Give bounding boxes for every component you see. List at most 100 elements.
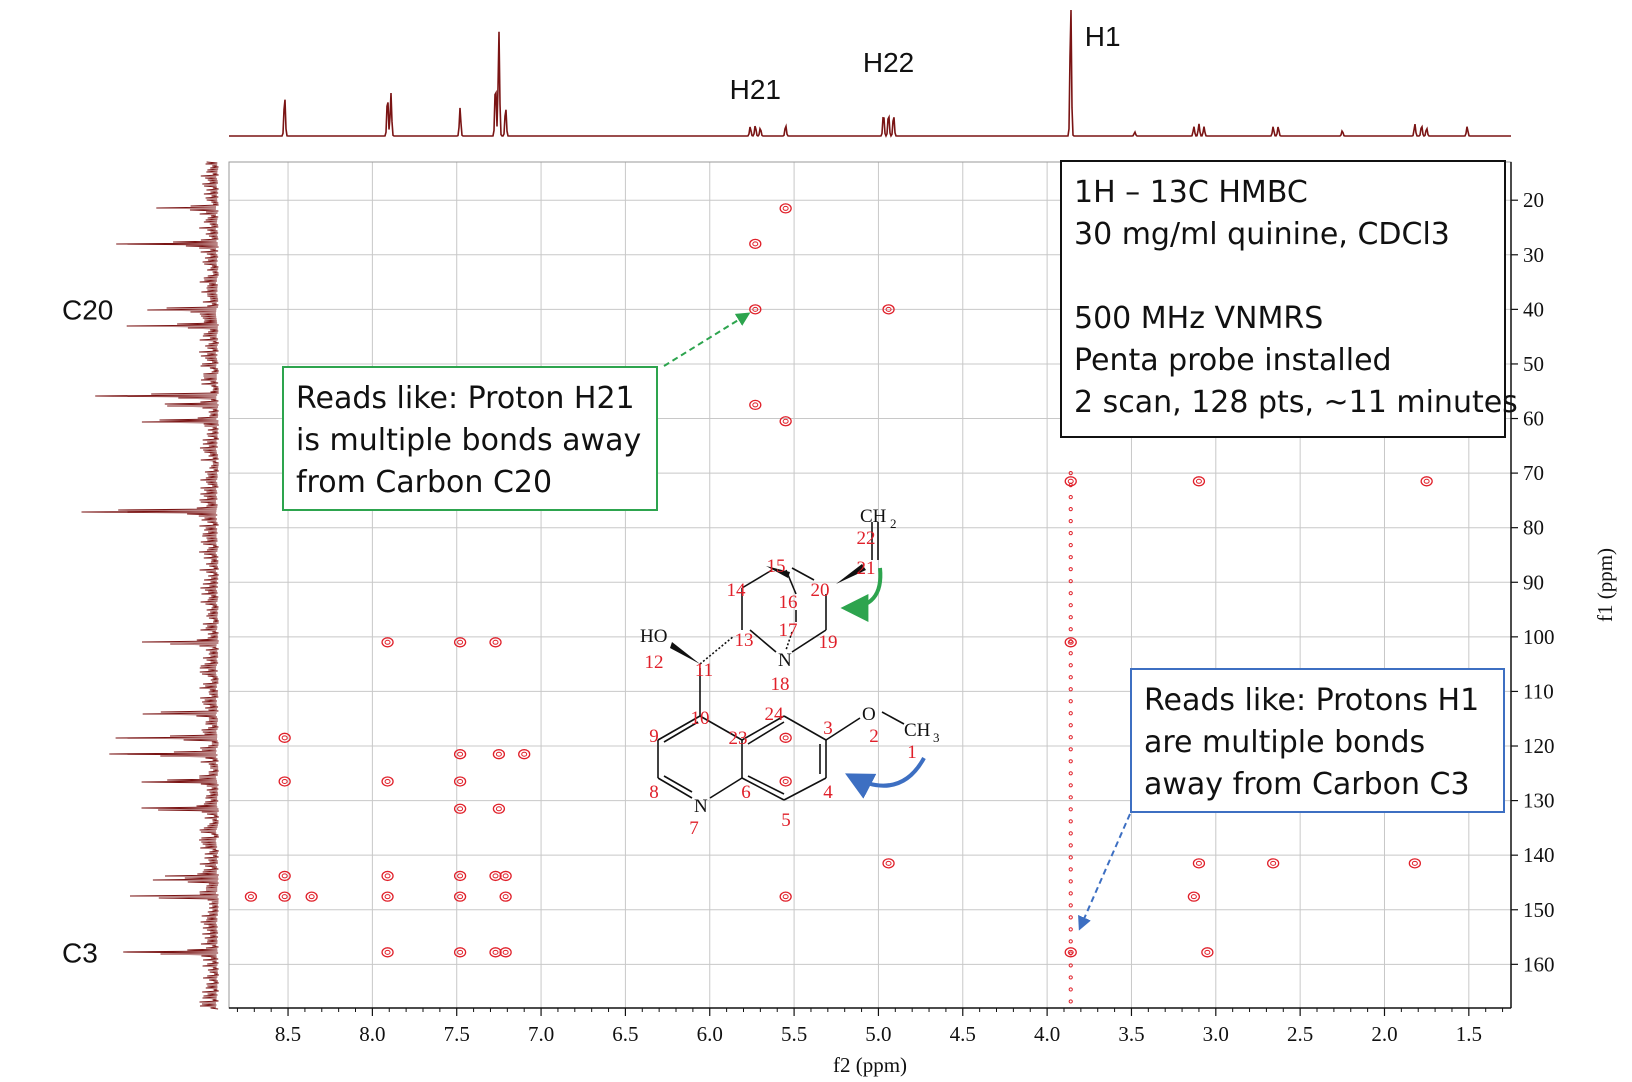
cross-peak — [749, 399, 762, 411]
noise-dot — [1068, 927, 1073, 932]
noise-dot — [1068, 567, 1073, 572]
top-projection-spectrum — [229, 9, 1511, 138]
noise-dot — [1068, 699, 1073, 704]
peak-label-c3: C3 — [62, 937, 98, 968]
noise-dot — [1068, 495, 1073, 500]
cross-peak-core — [502, 894, 509, 900]
y-tick-label: 60 — [1523, 407, 1544, 431]
cross-peak-core — [384, 639, 391, 645]
x-tick-label: 3.5 — [1118, 1022, 1144, 1046]
noise-dot — [1068, 687, 1073, 692]
noise-dot — [1068, 555, 1073, 560]
oxygen-label: O — [862, 704, 876, 725]
cross-peak — [779, 891, 792, 902]
bond — [749, 629, 777, 653]
bond — [663, 721, 699, 743]
cross-peak-core — [384, 949, 391, 955]
atom-number-3: 3 — [823, 718, 833, 739]
cross-peak-core — [457, 806, 464, 812]
cross-peak — [381, 891, 394, 902]
hashed-bond — [785, 631, 793, 651]
annotation-line: away from Carbon C3 — [1144, 767, 1470, 802]
ch3-label: CH — [904, 720, 931, 741]
peak-label-h1: H1 — [1085, 21, 1121, 52]
cross-peak — [1187, 891, 1201, 902]
noise-dot — [1068, 735, 1073, 740]
cross-peak — [244, 891, 258, 902]
cross-peak — [1192, 476, 1206, 487]
cross-peak-core — [752, 402, 759, 408]
x-tick-label: 6.0 — [697, 1022, 723, 1046]
atom-number-22: 22 — [857, 528, 876, 549]
cross-peak-core — [502, 873, 509, 879]
noise-dot — [1068, 579, 1073, 584]
cross-peak — [882, 304, 895, 315]
cross-peak-core — [752, 306, 759, 312]
atom-number-8: 8 — [649, 782, 659, 803]
cross-peak — [882, 858, 895, 869]
atom-number-9: 9 — [649, 726, 659, 747]
atom-number-10: 10 — [691, 708, 710, 729]
cross-peak-core — [885, 306, 892, 312]
noise-dot — [1068, 903, 1073, 908]
cross-peak — [278, 870, 291, 882]
cross-peak-core — [782, 735, 789, 741]
cross-peak — [1064, 476, 1077, 487]
noise-dot — [1068, 531, 1073, 536]
cross-peak — [1408, 858, 1421, 869]
noise-dot — [1068, 771, 1073, 776]
x-tick-label: 2.5 — [1287, 1022, 1313, 1046]
cross-peak — [381, 870, 394, 882]
noise-dot — [1068, 603, 1073, 608]
noise-dot — [1068, 795, 1073, 800]
cross-peak-core — [521, 751, 528, 757]
noise-dot — [1068, 783, 1073, 788]
bond — [785, 569, 797, 595]
atom-number-4: 4 — [823, 782, 833, 803]
cross-peak-core — [457, 894, 464, 900]
cross-peak — [453, 803, 467, 814]
green-correlation-arrow — [840, 567, 883, 622]
cross-peak — [489, 870, 502, 882]
annotation-line: from Carbon C20 — [296, 465, 553, 500]
cross-peak — [1064, 637, 1077, 648]
cross-peak-core — [384, 778, 391, 784]
atom-number-12: 12 — [645, 652, 664, 673]
noise-dot — [1068, 543, 1073, 548]
bond — [741, 777, 785, 801]
cross-peak — [278, 732, 291, 743]
bond — [741, 569, 773, 589]
noise-dot — [1068, 879, 1073, 884]
y-tick-label: 160 — [1523, 952, 1555, 976]
noise-dot — [1068, 939, 1073, 944]
cross-peak-core — [281, 735, 288, 741]
cross-peak-core — [782, 778, 789, 784]
atom-number-1: 1 — [907, 742, 917, 763]
cross-peak — [278, 891, 291, 902]
bond — [747, 775, 785, 795]
bond — [699, 715, 743, 741]
bond — [881, 711, 905, 725]
noise-dot — [1068, 747, 1073, 752]
wedge-bond — [836, 564, 866, 584]
top-spectrum-trace — [229, 9, 1511, 138]
cross-peak — [453, 947, 467, 958]
cross-peak-core — [457, 639, 464, 645]
cross-peak-core — [1423, 478, 1430, 484]
bond — [783, 715, 827, 741]
cross-peak-core — [495, 806, 502, 812]
atom-number-18: 18 — [771, 674, 790, 695]
cross-peak — [1064, 947, 1077, 958]
noise-dot — [1068, 963, 1073, 968]
cross-peak — [453, 870, 467, 882]
noise-dot — [1068, 831, 1073, 836]
cross-peak-core — [782, 418, 789, 424]
atom-number-11: 11 — [695, 660, 713, 681]
x-tick-label: 5.5 — [781, 1022, 807, 1046]
cross-peak — [1192, 858, 1206, 869]
noise-dot — [1068, 591, 1073, 596]
cross-peak-core — [1411, 860, 1418, 866]
peak-label-c20: C20 — [62, 294, 113, 325]
cross-peak-core — [1195, 478, 1202, 484]
cross-peak-core — [281, 894, 288, 900]
